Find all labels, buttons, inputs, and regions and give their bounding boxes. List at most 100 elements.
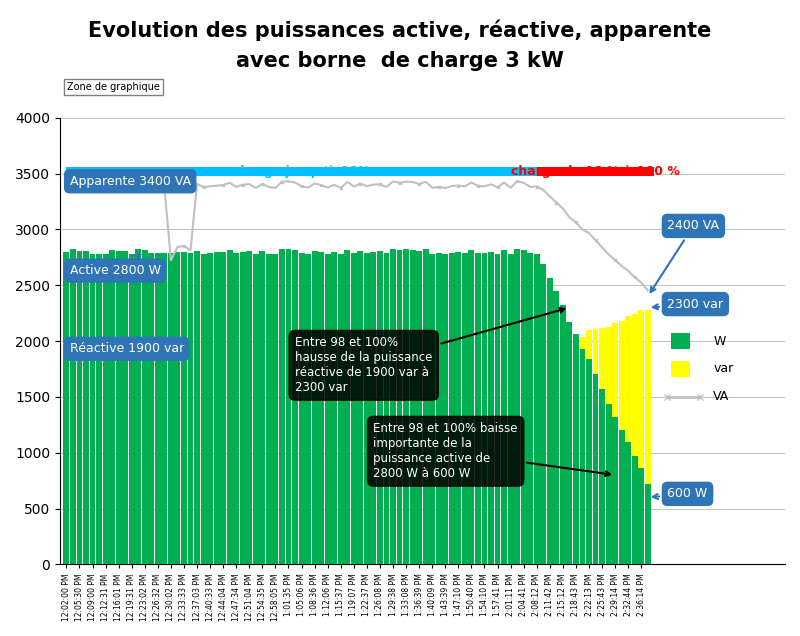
Bar	[292, 250, 298, 564]
Bar	[90, 254, 95, 564]
Bar	[109, 349, 115, 564]
Bar	[475, 354, 481, 564]
Text: 2400 VA: 2400 VA	[650, 219, 719, 292]
Bar	[540, 348, 546, 564]
Bar	[338, 254, 344, 564]
Bar	[240, 252, 246, 564]
Bar	[259, 351, 266, 564]
Bar	[122, 350, 128, 564]
Bar	[273, 254, 278, 564]
Bar	[560, 305, 566, 564]
Bar	[253, 254, 258, 564]
Bar	[142, 250, 148, 564]
Bar	[286, 249, 291, 564]
Bar	[83, 251, 89, 564]
Bar	[599, 389, 605, 564]
Bar	[259, 251, 266, 564]
Bar	[96, 254, 102, 564]
Bar	[430, 254, 435, 564]
Bar	[318, 353, 324, 564]
Bar	[207, 354, 213, 564]
Bar	[83, 351, 89, 564]
Text: Zone de graphique: Zone de graphique	[67, 82, 160, 92]
Bar	[494, 356, 501, 564]
Bar	[162, 355, 167, 564]
Bar	[397, 350, 402, 564]
Bar	[586, 331, 592, 564]
Bar	[534, 355, 540, 564]
Bar	[540, 264, 546, 564]
Text: var: var	[713, 363, 734, 375]
Bar	[358, 251, 363, 564]
Bar	[364, 354, 370, 564]
Bar	[449, 252, 454, 564]
Bar	[390, 348, 396, 564]
Bar	[331, 352, 337, 564]
Bar	[469, 250, 474, 564]
Bar	[279, 349, 285, 564]
Bar	[632, 455, 638, 564]
Bar	[462, 253, 468, 564]
Text: Réactive 1900 var: Réactive 1900 var	[70, 342, 184, 356]
Bar	[410, 250, 415, 564]
Bar	[442, 254, 448, 564]
Bar	[201, 254, 206, 564]
Bar	[390, 249, 396, 564]
Bar	[148, 253, 154, 564]
Text: avec borne  de charge 3 kW: avec borne de charge 3 kW	[236, 51, 564, 71]
Bar	[344, 249, 350, 564]
Bar	[508, 356, 514, 564]
Bar	[403, 249, 409, 564]
Bar	[214, 252, 219, 564]
Bar	[194, 251, 200, 564]
Bar	[494, 254, 501, 564]
Bar	[168, 354, 174, 564]
Bar	[537, 167, 654, 176]
Bar	[514, 348, 520, 564]
Bar	[129, 357, 134, 564]
Bar	[351, 354, 357, 564]
Bar	[63, 252, 70, 564]
Bar	[626, 441, 631, 564]
Bar	[194, 351, 200, 564]
Bar	[482, 253, 487, 564]
Bar	[670, 333, 690, 349]
Bar	[488, 251, 494, 564]
Bar	[90, 356, 95, 564]
Bar	[246, 251, 252, 564]
Bar	[102, 254, 109, 564]
Bar	[547, 346, 553, 564]
Bar	[422, 349, 429, 564]
Bar	[442, 356, 448, 564]
Bar	[618, 430, 625, 564]
Bar	[174, 252, 180, 564]
Bar	[226, 350, 233, 564]
Bar	[273, 356, 278, 564]
Bar	[416, 351, 422, 564]
Bar	[534, 254, 540, 564]
Bar	[436, 253, 442, 564]
Text: charge de 98 % à 100 %: charge de 98 % à 100 %	[511, 165, 680, 178]
Bar	[325, 254, 330, 564]
Bar	[645, 484, 650, 564]
Bar	[298, 252, 305, 564]
Bar	[436, 355, 442, 564]
Bar	[174, 352, 180, 564]
Bar	[618, 321, 625, 564]
Bar	[560, 341, 566, 564]
Bar	[240, 352, 246, 564]
Bar	[207, 253, 213, 564]
Bar	[586, 359, 592, 564]
Bar	[312, 350, 318, 564]
Bar	[449, 354, 454, 564]
Bar	[181, 353, 187, 564]
Bar	[253, 356, 258, 564]
Bar	[508, 254, 514, 564]
Bar	[612, 417, 618, 564]
Bar	[554, 291, 559, 564]
Bar	[599, 328, 605, 564]
Bar	[606, 404, 611, 564]
Bar	[632, 314, 638, 564]
Bar	[514, 249, 520, 564]
Text: 600 W: 600 W	[653, 487, 708, 501]
